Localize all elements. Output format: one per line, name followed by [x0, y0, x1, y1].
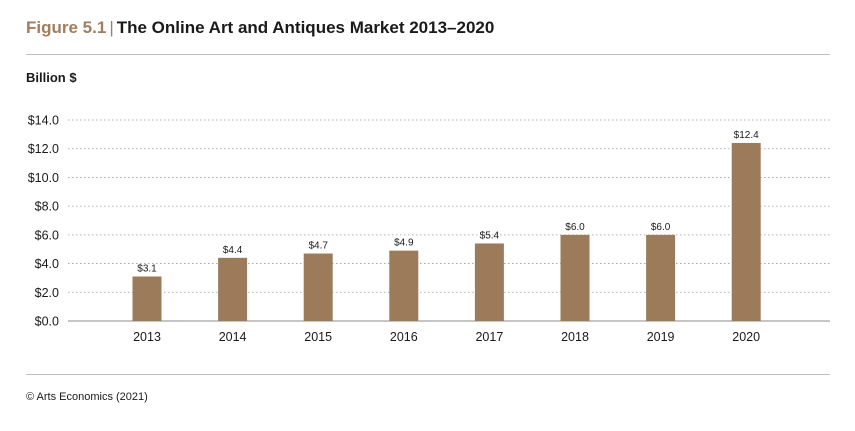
bar: [389, 250, 419, 321]
y-tick-label: $6.0: [35, 228, 59, 242]
x-tick-label: 2016: [390, 330, 418, 344]
x-tick-label: 2014: [219, 330, 247, 344]
bar-data-label: $6.0: [651, 222, 671, 233]
y-tick-label: $10.0: [28, 171, 59, 185]
bar: [560, 234, 590, 321]
y-tick-label: $14.0: [28, 114, 59, 128]
bar: [474, 243, 504, 321]
bottom-divider: [26, 374, 830, 375]
bar-data-label: $4.9: [394, 238, 414, 249]
figure-label: Figure 5.1: [26, 18, 107, 37]
chart-title: The Online Art and Antiques Market 2013–…: [116, 18, 495, 37]
y-tick-label: $4.0: [35, 257, 59, 271]
y-axis-unit-label: Billion $: [26, 70, 77, 85]
figure-header: Figure 5.1 | The Online Art and Antiques M…: [26, 14, 830, 42]
x-tick-label: 2017: [475, 330, 503, 344]
bar-data-label: $3.1: [137, 263, 157, 274]
bar-data-label: $4.7: [308, 241, 328, 252]
x-tick-label: 2015: [304, 330, 332, 344]
y-tick-label: $0.0: [35, 315, 59, 329]
x-tick-label: 2019: [647, 330, 675, 344]
x-tick-label: 2013: [133, 330, 161, 344]
bar: [646, 234, 676, 321]
source-note: © Arts Economics (2021): [26, 391, 148, 403]
top-divider: [26, 54, 830, 55]
y-tick-label: $2.0: [35, 286, 59, 300]
y-tick-label: $12.0: [28, 142, 59, 156]
bar-data-label: $12.4: [734, 130, 759, 141]
bar-data-label: $6.0: [565, 222, 585, 233]
bar-data-label: $5.4: [480, 230, 500, 241]
bar-data-label: $4.4: [223, 245, 243, 256]
x-tick-label: 2020: [732, 330, 760, 344]
bar: [218, 257, 248, 321]
bar: [132, 276, 162, 321]
bar: [303, 253, 333, 321]
bar: [731, 142, 761, 321]
y-tick-label: $8.0: [35, 200, 59, 214]
figure-separator: |: [109, 18, 114, 37]
x-tick-label: 2018: [561, 330, 589, 344]
